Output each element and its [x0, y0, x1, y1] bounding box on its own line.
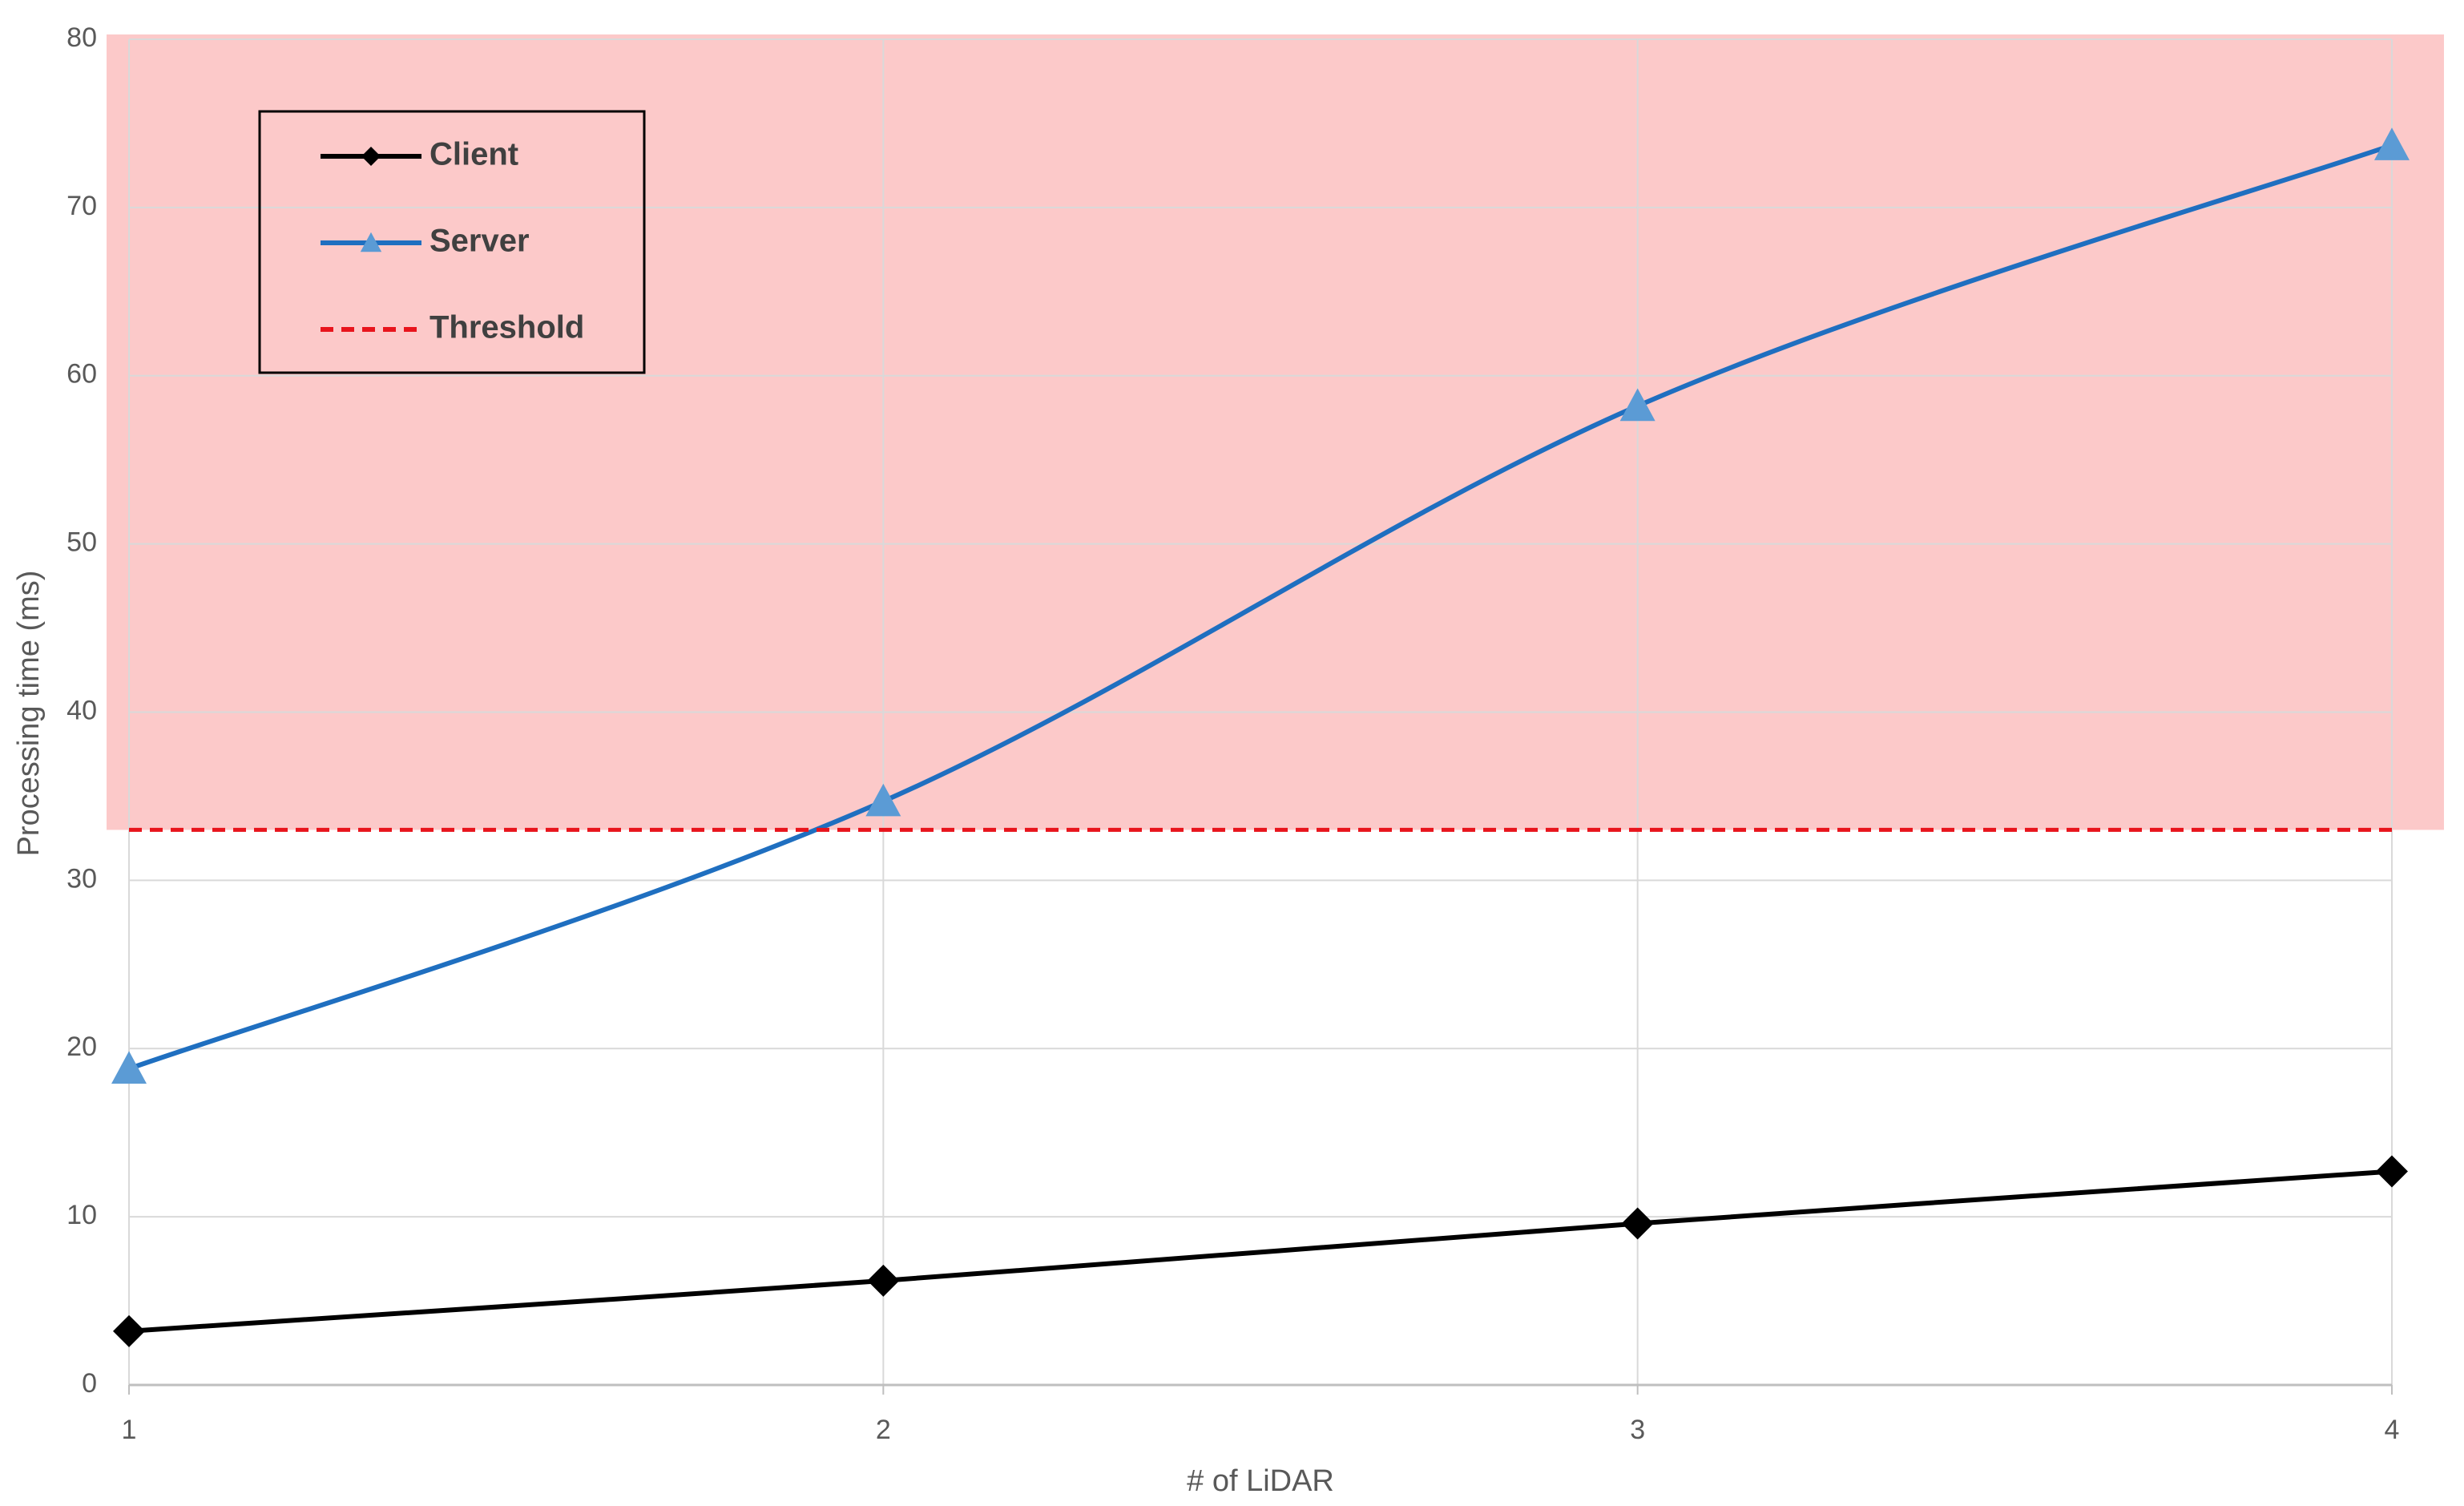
- x-axis-title: # of LiDAR: [1187, 1464, 1334, 1498]
- series-layer: [111, 127, 2410, 1347]
- legend-box: [258, 110, 646, 374]
- x-tick-label: 3: [1630, 1415, 1645, 1445]
- marker: [1621, 1207, 1654, 1240]
- series-line: [128, 1169, 2393, 1334]
- marker: [865, 783, 901, 817]
- marker: [111, 1051, 147, 1084]
- marker: [360, 232, 382, 252]
- marker: [867, 1264, 900, 1297]
- legend-label: Threshold: [429, 310, 584, 345]
- x-tick-label: 1: [122, 1415, 137, 1445]
- legend-label: Client: [429, 137, 518, 172]
- legend-label: Server: [429, 224, 530, 259]
- marker: [2376, 1155, 2408, 1188]
- y-tick-label: 30: [67, 863, 97, 894]
- y-tick-label: 10: [67, 1200, 97, 1230]
- marker: [113, 1314, 145, 1347]
- y-tick-label: 0: [82, 1368, 97, 1399]
- y-tick-label: 80: [67, 22, 97, 53]
- y-tick-label: 60: [67, 359, 97, 390]
- background-layer: [107, 34, 2444, 830]
- marker: [1619, 388, 1655, 422]
- x-tick-label: 4: [2385, 1415, 2400, 1445]
- y-tick-label: 40: [67, 695, 97, 725]
- x-tick-label: 2: [876, 1415, 891, 1445]
- y-tick-label: 50: [67, 527, 97, 558]
- marker: [2374, 127, 2410, 160]
- y-tick-label: 70: [67, 191, 97, 221]
- threshold-zone: [107, 34, 2444, 830]
- y-tick-label: 20: [67, 1032, 97, 1062]
- legend: Client Server Threshold: [258, 110, 646, 374]
- series-line: [127, 143, 2393, 1072]
- y-axis-title: Processing time (ms): [12, 571, 46, 857]
- marker: [361, 147, 381, 166]
- grid-layer: 0 10 20 30 40 50 60 70 80 1 2 3 4: [67, 22, 2399, 1445]
